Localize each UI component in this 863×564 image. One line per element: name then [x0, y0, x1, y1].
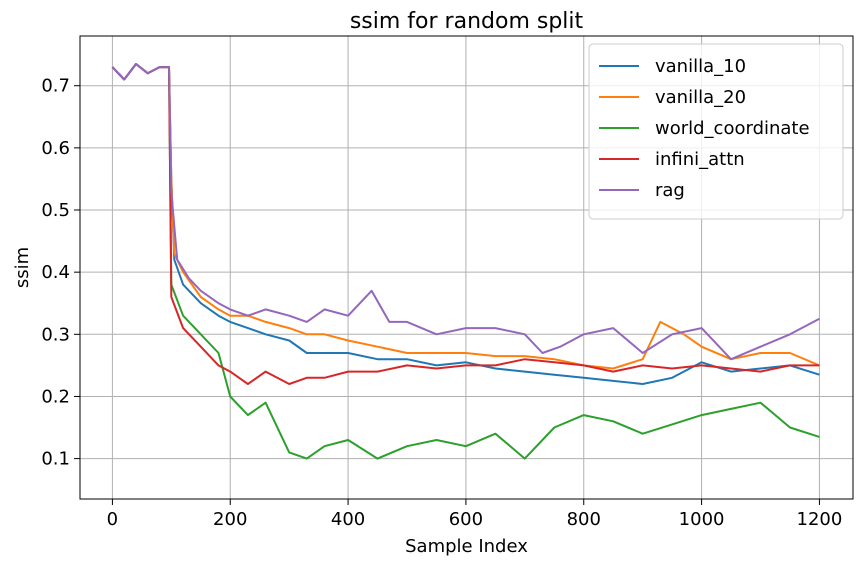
x-tick-label: 1000 — [679, 509, 725, 530]
x-tick-label: 600 — [449, 509, 483, 530]
legend-box — [588, 43, 844, 220]
x-tick-label: 200 — [213, 509, 247, 530]
plot-frame — [79, 35, 854, 500]
x-tick-label: 0 — [107, 509, 118, 530]
y-axis-label: ssim — [12, 247, 33, 288]
grid — [80, 36, 853, 499]
legend-label-rag: rag — [655, 180, 685, 201]
legend-label-world-coordinate: world_coordinate — [655, 118, 810, 139]
legend: vanilla_10 vanilla_20 world_coordinateinfi… — [588, 43, 844, 220]
y-tick-label: 0.6 — [41, 138, 70, 159]
legend-label-infini-attn: infini_attn — [655, 149, 745, 170]
y-tick-label: 0.3 — [41, 324, 70, 345]
y-tick-label: 0.1 — [41, 449, 70, 470]
y-tick-label: 0.7 — [41, 76, 70, 97]
legend-label-vanilla-20: vanilla_20 — [655, 87, 746, 108]
y-tick-label: 0.2 — [41, 386, 70, 407]
y-tick-label: 0.5 — [41, 200, 70, 221]
series-layer — [111, 63, 820, 460]
legend-label-vanilla-10: vanilla_10 — [655, 56, 746, 77]
y-tick-label: 0.4 — [41, 262, 70, 283]
x-tick-label: 1200 — [797, 509, 843, 530]
series-line-rag — [111, 63, 820, 361]
ticks: 0 200 400 600 800 1000 1200 0.1 0.2 0.3 0.4 0.5 0.6 0… — [41, 76, 842, 530]
chart-title: ssim for random split — [350, 9, 584, 34]
x-axis-label: Sample Index — [405, 536, 528, 557]
x-tick-label: 800 — [567, 509, 601, 530]
x-tick-label: 400 — [331, 509, 365, 530]
